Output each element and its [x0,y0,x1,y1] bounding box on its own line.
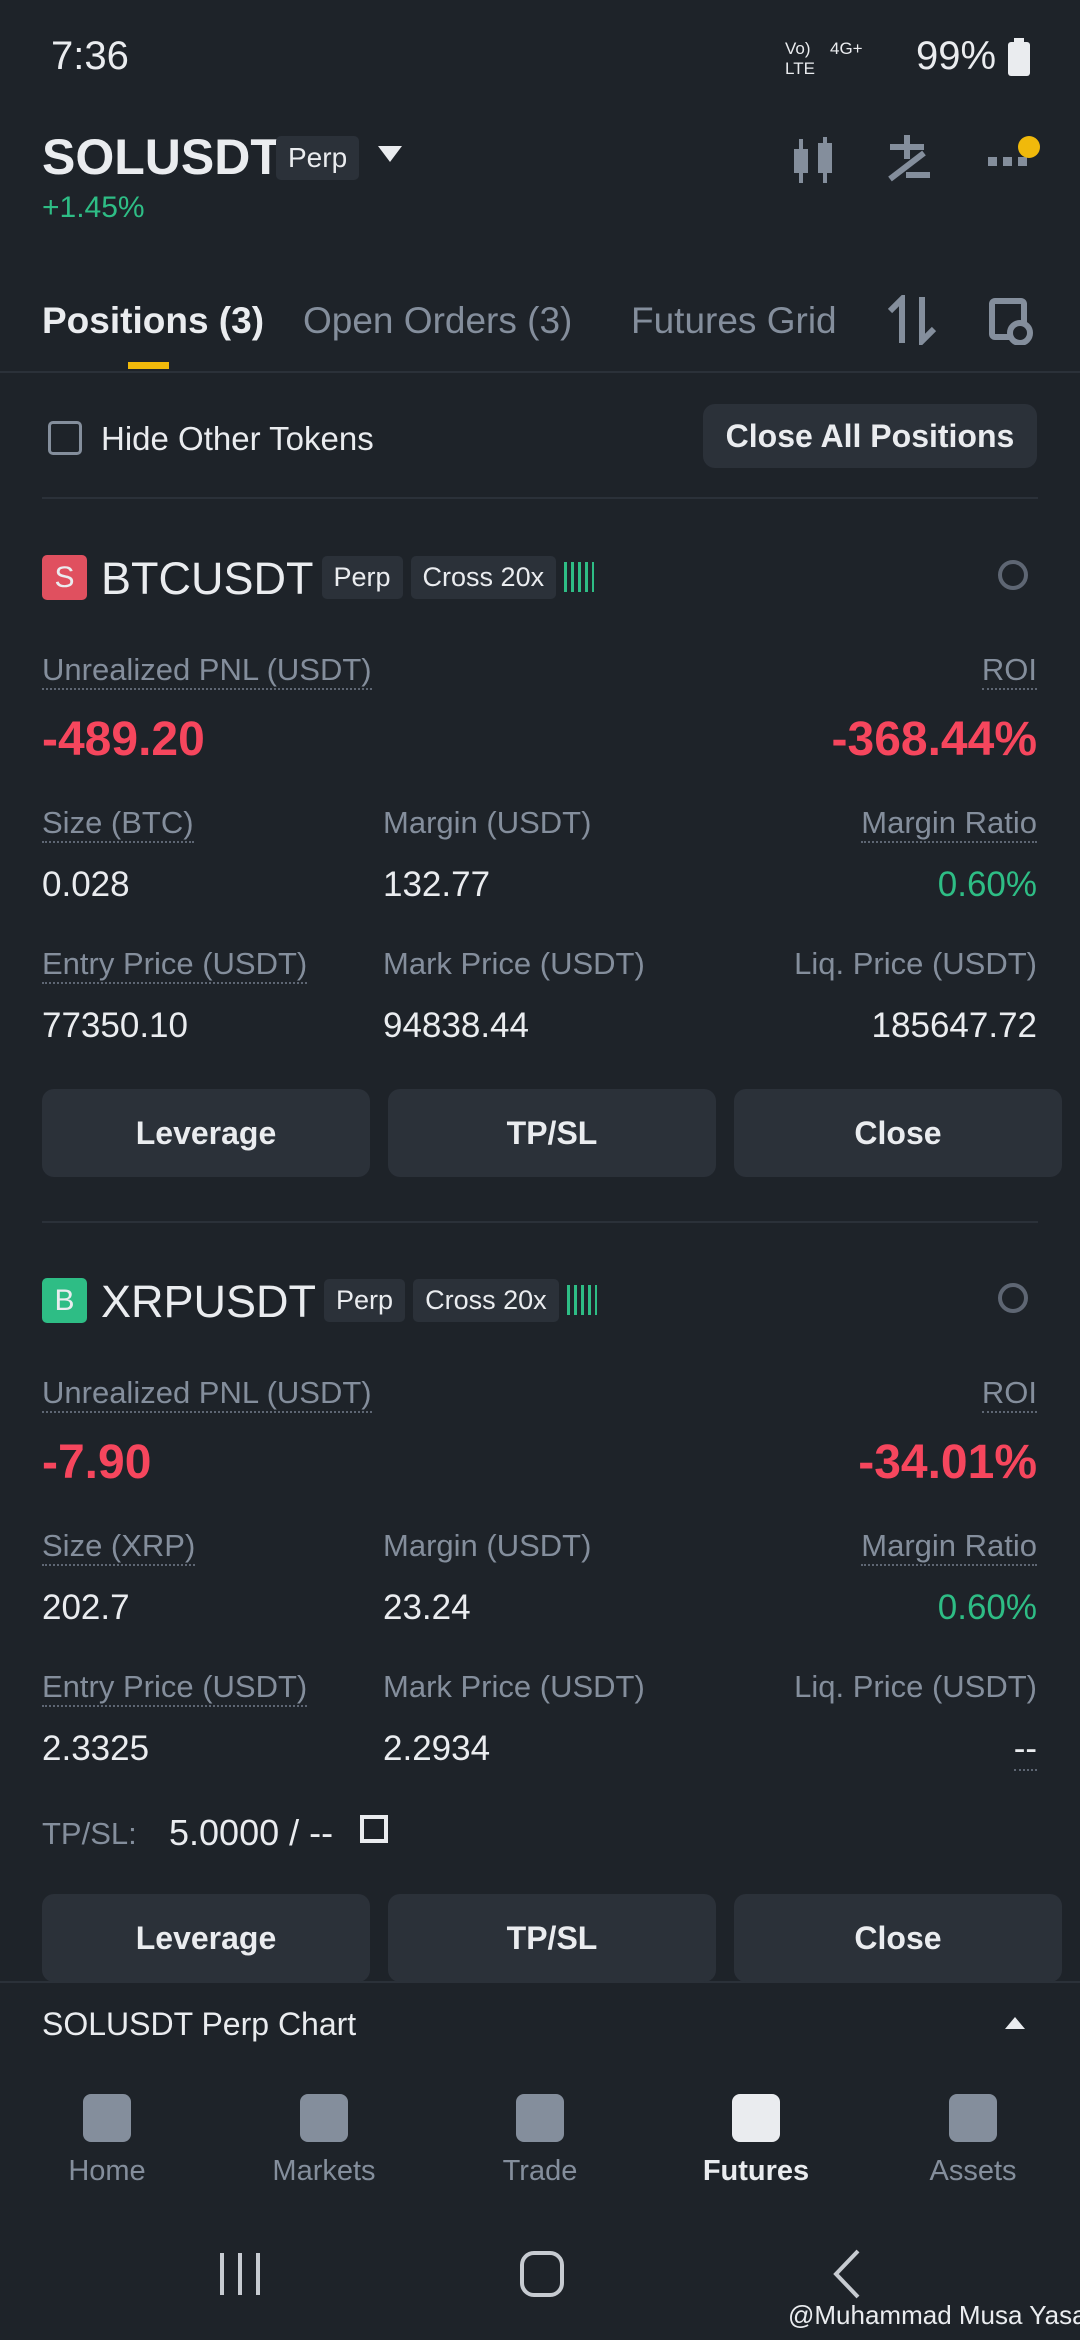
close-all-button[interactable]: Close All Positions [703,404,1037,468]
field-label: Margin Ratio [861,1530,1037,1566]
nav-icon[interactable] [516,2094,564,2142]
field-value: 0.60% [937,1588,1037,1627]
roi-value: -34.01% [858,1436,1037,1489]
action-button[interactable]: Leverage [42,1894,370,1982]
position-badge: Cross 20x [413,1279,559,1322]
field-value: 132.77 [383,865,491,904]
field-label: Margin (USDT) [383,1528,592,1563]
nav-label[interactable]: Trade [502,2155,578,2187]
nav-label[interactable]: Home [68,2155,146,2187]
field-label: Size (XRP) [42,1530,196,1566]
field-label: Margin (USDT) [383,805,592,840]
action-button[interactable]: TP/SL [388,1089,716,1177]
tab-icons[interactable] [888,295,1038,345]
position-symbol[interactable]: XRPUSDT [101,1276,317,1327]
field-label: Mark Price (USDT) [383,946,645,981]
field-label: Liq. Price (USDT) [794,946,1037,981]
roi-label: ROI [981,1377,1037,1413]
tab[interactable]: Open Orders (3) [303,300,573,341]
checkbox[interactable] [48,421,82,455]
field-value: 185647.72 [871,1006,1037,1045]
field-value: 202.7 [42,1588,130,1627]
chart-bar[interactable] [0,1981,1080,2065]
divider [42,1221,1038,1223]
leverage-bars [564,562,595,592]
nav-icon[interactable] [949,2094,997,2142]
side-badge: S [42,555,87,600]
field-value: 0.028 [42,865,130,904]
tab-indicator [128,362,169,369]
field-value: -- [1013,1731,1037,1771]
nav-label[interactable]: Assets [929,2155,1017,2187]
field-label: Entry Price (USDT) [42,1671,308,1707]
header-symbol[interactable]: SOLUSDT [42,129,281,185]
pnl-value: -7.90 [42,1436,152,1489]
field-value: 2.3325 [42,1729,150,1768]
field-label: Margin Ratio [861,807,1037,843]
system-nav[interactable] [0,2245,1080,2305]
tpsl-value: 5.0000 / -- [169,1812,334,1853]
pnl-label: Unrealized PNL (USDT) [42,1377,372,1413]
leverage-bars [566,1285,597,1315]
chart-bar-label[interactable]: SOLUSDT Perp Chart [42,2006,357,2042]
status-lte: LTE [785,59,815,78]
action-button[interactable]: Close [734,1894,1062,1982]
action-button[interactable]: Leverage [42,1089,370,1177]
status-battery: 99% [916,34,997,78]
position-badge: Cross 20x [410,556,557,599]
roi-value: -368.44% [831,713,1037,766]
field-value: 94838.44 [383,1006,529,1045]
edit-icon[interactable] [360,1815,388,1843]
share-icon[interactable] [998,1283,1028,1313]
field-value: 23.24 [383,1588,471,1627]
nav-icon[interactable] [300,2094,348,2142]
position-symbol[interactable]: BTCUSDT [101,553,314,604]
side-badge: B [42,1278,87,1323]
status-time: 7:36 [51,34,129,78]
field-value: 77350.10 [42,1006,188,1045]
position-badge: Perp [321,556,403,599]
share-icon[interactable] [998,560,1028,590]
tpsl-label: TP/SL: [42,1816,137,1851]
nav-icon[interactable] [732,2094,780,2142]
header-change: +1.45% [42,191,145,224]
nav-icon[interactable] [83,2094,131,2142]
expand-icon[interactable] [1005,2015,1025,2029]
field-label: Mark Price (USDT) [383,1669,645,1704]
tab[interactable]: Positions (3) [42,300,265,341]
pnl-value: -489.20 [42,713,205,766]
dropdown-icon[interactable] [378,146,402,164]
status-network: 4G+ [830,39,863,58]
header-icons[interactable] [790,135,1040,185]
field-value: 2.2934 [383,1729,491,1768]
roi-label: ROI [981,654,1037,690]
checkbox-label[interactable]: Hide Other Tokens [101,420,374,457]
divider [42,497,1038,499]
nav-label[interactable]: Markets [272,2155,376,2187]
watermark: @Muhammad Musa Yasa [788,2300,1080,2330]
field-value: 0.60% [937,865,1037,904]
header-badge: Perp [276,136,360,180]
nav-label[interactable]: Futures [702,2155,810,2187]
action-button[interactable]: TP/SL [388,1894,716,1982]
field-label: Liq. Price (USDT) [794,1669,1037,1704]
tab[interactable]: Futures Grid [631,300,837,341]
tab-divider [0,371,1080,373]
field-label: Entry Price (USDT) [42,948,308,984]
action-button[interactable]: Close [734,1089,1062,1177]
position-badge: Perp [324,1279,406,1322]
field-label: Size (BTC) [42,807,194,843]
status-volte: Vo) [785,39,811,58]
battery-icon [1008,38,1030,76]
pnl-label: Unrealized PNL (USDT) [42,654,372,690]
